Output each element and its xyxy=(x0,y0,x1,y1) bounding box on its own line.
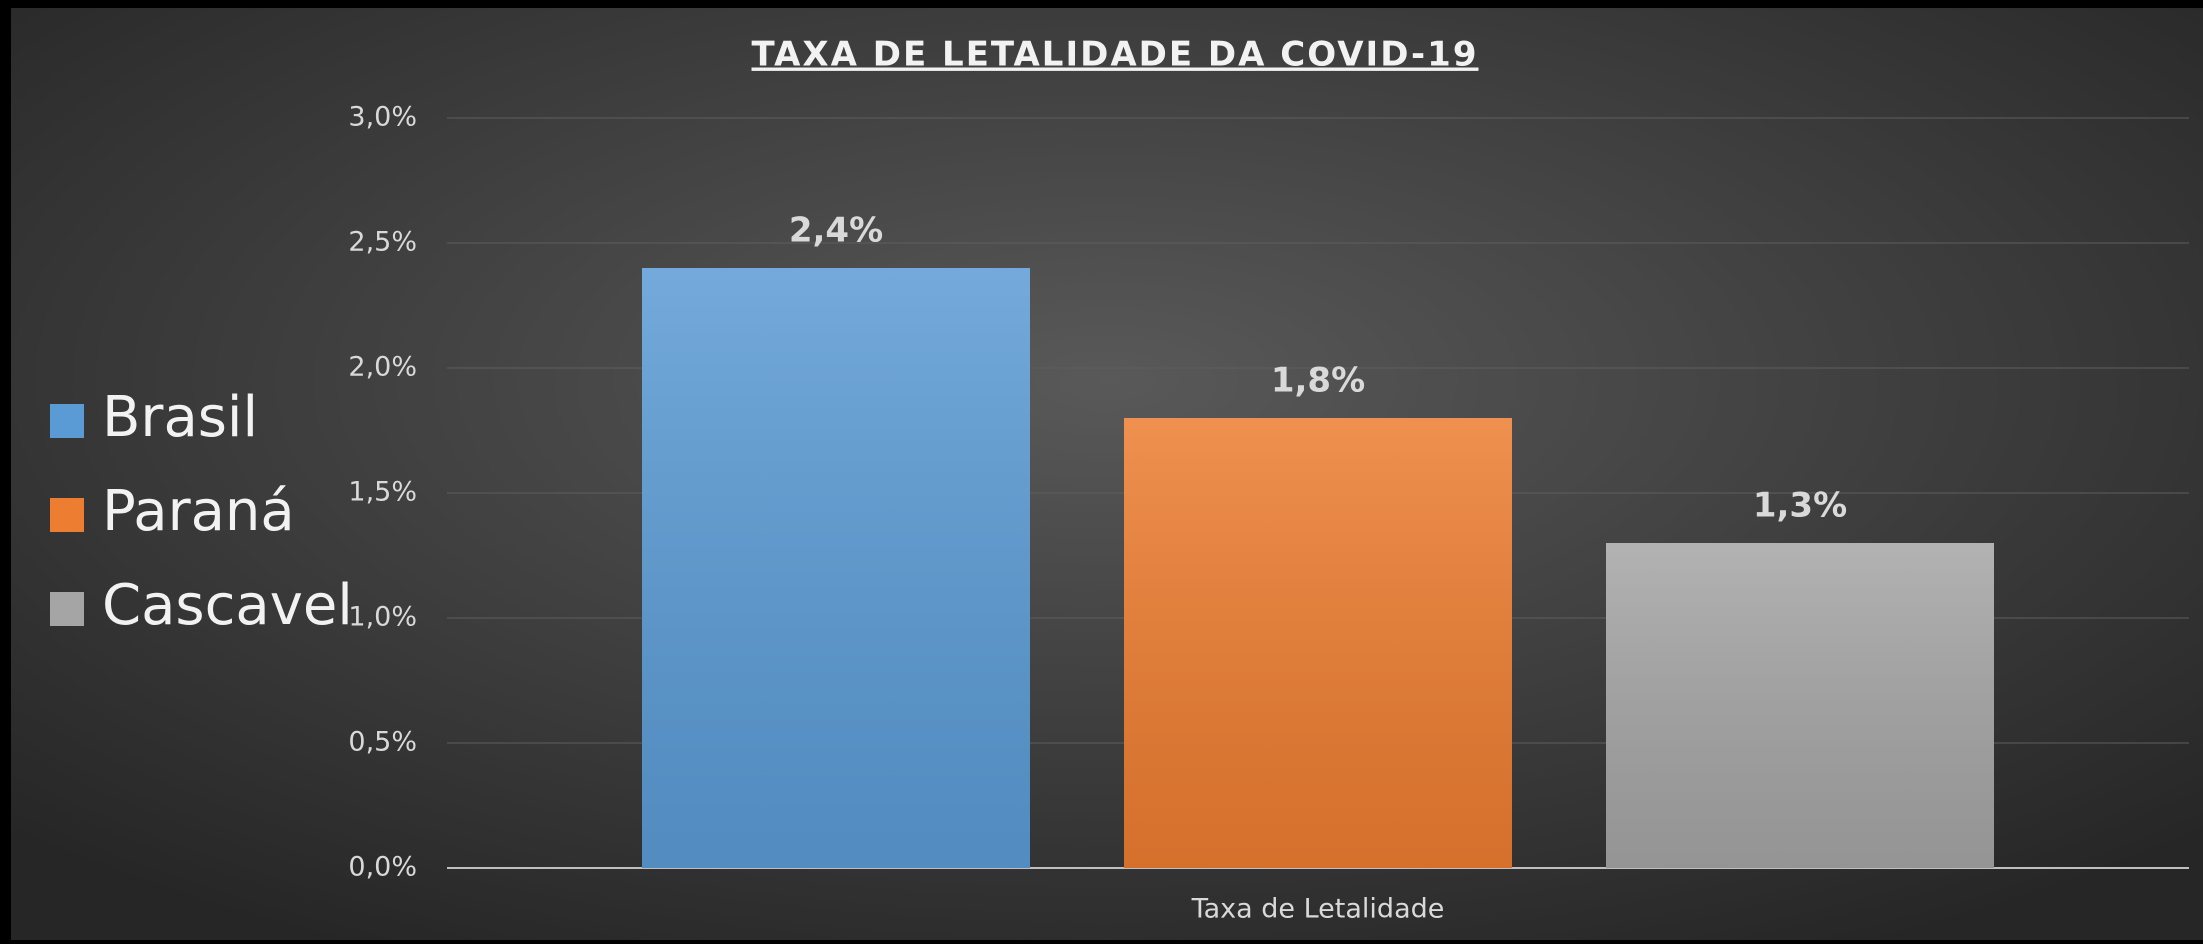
legend-label: Cascavel xyxy=(102,573,353,638)
bar-shade xyxy=(1124,418,1512,868)
value-label: 1,3% xyxy=(1753,486,1847,526)
legend-swatch xyxy=(50,592,84,626)
chart-title: TAXA DE LETALIDADE DA COVID-19 xyxy=(752,35,1479,75)
legend-label: Brasil xyxy=(102,385,258,450)
x-tick-label: Taxa de Letalidade xyxy=(1191,894,1445,925)
y-tick-label: 0,5% xyxy=(348,727,417,758)
y-tick-label: 3,0% xyxy=(348,102,417,133)
y-tick-label: 2,0% xyxy=(348,352,417,383)
y-tick-label: 1,5% xyxy=(348,477,417,508)
legend-swatch xyxy=(50,404,84,438)
legend-swatch xyxy=(50,498,84,532)
value-label: 1,8% xyxy=(1271,361,1365,401)
legend-label: Paraná xyxy=(102,479,295,544)
value-label: 2,4% xyxy=(789,211,883,251)
y-tick-label: 0,0% xyxy=(348,852,417,883)
bar-shade xyxy=(1606,543,1994,868)
bar-shade xyxy=(642,268,1030,868)
y-tick-label: 1,0% xyxy=(348,602,417,633)
y-tick-label: 2,5% xyxy=(348,227,417,258)
